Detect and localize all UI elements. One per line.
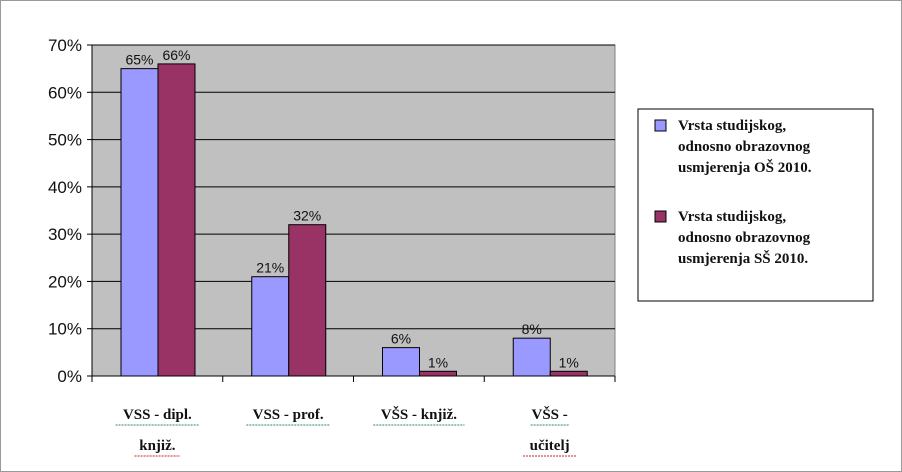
x-tick-label: VŠS - — [531, 406, 567, 423]
x-tick-label: VSS - prof. — [253, 407, 324, 423]
y-tick-label: 10% — [48, 320, 82, 339]
bar — [157, 63, 196, 377]
data-label: 65% — [125, 52, 153, 68]
x-tick-label: knjiž. — [139, 438, 176, 454]
bar — [549, 370, 588, 377]
bar — [288, 224, 327, 377]
legend-box — [637, 108, 874, 302]
legend-label: odnosno obrazovnog — [678, 230, 811, 246]
bar — [512, 337, 551, 377]
data-label: 1% — [428, 354, 448, 370]
data-label: 8% — [522, 321, 542, 337]
y-tick-label: 50% — [48, 131, 82, 150]
y-tick-label: 60% — [48, 83, 82, 102]
x-tick-label: VSS - dipl. — [123, 407, 192, 423]
bar — [382, 347, 420, 377]
data-label: 21% — [256, 260, 284, 276]
y-tick-label: 20% — [48, 272, 82, 291]
legend-label: Vrsta studijskog, — [678, 118, 786, 134]
legend-label: usmjerenja OŠ 2010. — [678, 159, 812, 176]
legend-label: odnosno obrazovnog — [678, 139, 811, 155]
legend-label: Vrsta studijskog, — [678, 209, 786, 225]
legend-swatch — [654, 119, 667, 132]
data-label: 1% — [559, 354, 579, 370]
bar — [251, 276, 290, 377]
legend-swatch — [654, 210, 667, 223]
y-tick-label: 70% — [48, 36, 82, 55]
y-tick-label: 30% — [48, 225, 82, 244]
bar — [419, 370, 457, 377]
y-tick-label: 0% — [57, 367, 82, 386]
x-tick-label: VŠS - knjiž. — [381, 406, 458, 423]
data-label: 32% — [293, 208, 321, 224]
data-label: 66% — [162, 47, 190, 63]
data-label: 6% — [391, 331, 411, 347]
x-tick-label: učitelj — [530, 438, 570, 454]
y-tick-label: 40% — [48, 178, 82, 197]
legend-label: usmjerenja SŠ 2010. — [678, 250, 808, 267]
bar — [120, 68, 159, 377]
